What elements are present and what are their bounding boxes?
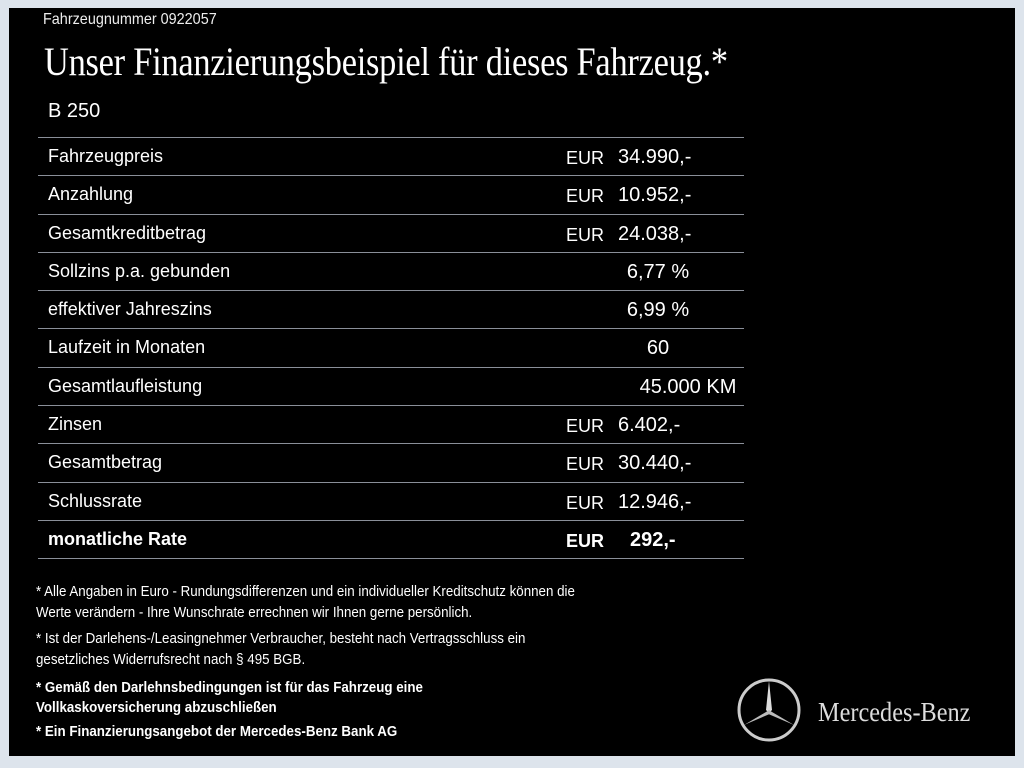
row-label: Zinsen bbox=[48, 414, 103, 435]
row-label: Gesamtbetrag bbox=[48, 452, 163, 473]
footnote-line: * Ist der Darlehens-/Leasingnehmer Verbr… bbox=[36, 631, 526, 647]
table-row: Sollzins p.a. gebunden 6,77 % bbox=[38, 251, 744, 290]
row-value: 30.440,- bbox=[618, 452, 692, 475]
model-name: B 250 bbox=[48, 100, 101, 122]
row-label: Gesamtkreditbetrag bbox=[48, 222, 207, 243]
table-row: Gesamtkreditbetrag EUR 24.038,- bbox=[38, 213, 744, 252]
footnote-line: * Alle Angaben in Euro - Rundungsdiffere… bbox=[36, 584, 575, 600]
row-value: 45.000 KM bbox=[639, 375, 737, 398]
row-value: 60 bbox=[646, 337, 670, 360]
table-row: Fahrzeugpreis EUR 34.990,- bbox=[38, 137, 744, 175]
row-value: 6,77 % bbox=[626, 260, 690, 283]
row-value: 10.952,- bbox=[618, 184, 692, 207]
row-label: Fahrzeugpreis bbox=[48, 146, 164, 166]
row-label: Schlussrate bbox=[48, 490, 143, 511]
vehicle-number: Fahrzeugnummer 0922057 bbox=[43, 11, 217, 28]
table-row: Zinsen EUR 6.402,- bbox=[38, 405, 744, 443]
row-label: effektiver Jahreszins bbox=[48, 299, 212, 320]
brand-name: Mercedes-Benz bbox=[818, 697, 971, 727]
footnote-line: gesetzliches Widerrufsrecht nach § 495 B… bbox=[36, 652, 306, 668]
table-row: effektiver Jahreszins 6,99 % bbox=[38, 290, 744, 328]
row-label: Anzahlung bbox=[48, 184, 134, 205]
mercedes-star-icon bbox=[737, 678, 801, 742]
table-row: Anzahlung EUR 10.952,- bbox=[38, 175, 744, 213]
row-value: 12.946,- bbox=[618, 490, 692, 513]
table-row: Schlussrate EUR 12.946,- bbox=[38, 481, 744, 520]
row-currency: EUR bbox=[566, 186, 605, 207]
row-currency: EUR bbox=[566, 454, 605, 475]
row-currency: EUR bbox=[566, 492, 605, 513]
row-label: Gesamtlaufleistung bbox=[48, 375, 203, 396]
table-row-monthly-rate: monatliche Rate EUR 292,- bbox=[38, 519, 744, 560]
footnote-line: Werte verändern - Ihre Wunschrate errech… bbox=[36, 605, 473, 621]
row-value: 34.990,- bbox=[618, 146, 692, 168]
table-row: Gesamtbetrag EUR 30.440,- bbox=[38, 443, 744, 481]
footnote-line: * Gemäß den Darlehnsbedingungen ist für … bbox=[36, 680, 423, 696]
row-label: monatliche Rate bbox=[48, 528, 188, 549]
row-currency: EUR bbox=[566, 148, 605, 168]
row-value: 6.402,- bbox=[618, 414, 681, 437]
page-title: Unser Finanzierungsbeispiel für dieses F… bbox=[44, 39, 728, 84]
table-row: Laufzeit in Monaten 60 bbox=[38, 328, 744, 366]
footnote-line: * Ein Finanzierungsangebot der Mercedes-… bbox=[36, 724, 398, 740]
footnote-line: Vollkaskoversicherung abzuschließen bbox=[36, 700, 277, 716]
row-value: 24.038,- bbox=[618, 222, 692, 245]
row-label: Sollzins p.a. gebunden bbox=[48, 260, 231, 281]
row-value: 292,- bbox=[630, 528, 676, 551]
financing-panel: Fahrzeugnummer 0922057 Unser Finanzierun… bbox=[9, 8, 1015, 756]
row-label: Laufzeit in Monaten bbox=[48, 337, 206, 358]
row-currency: EUR bbox=[566, 224, 605, 245]
table-row: Gesamtlaufleistung 45.000 KM bbox=[38, 366, 744, 405]
financing-table: Fahrzeugpreis EUR 34.990,- Anzahlung EUR 10.… bbox=[38, 137, 744, 560]
row-value: 6,99 % bbox=[626, 299, 690, 322]
row-currency: EUR bbox=[566, 530, 605, 551]
row-currency: EUR bbox=[566, 416, 605, 437]
